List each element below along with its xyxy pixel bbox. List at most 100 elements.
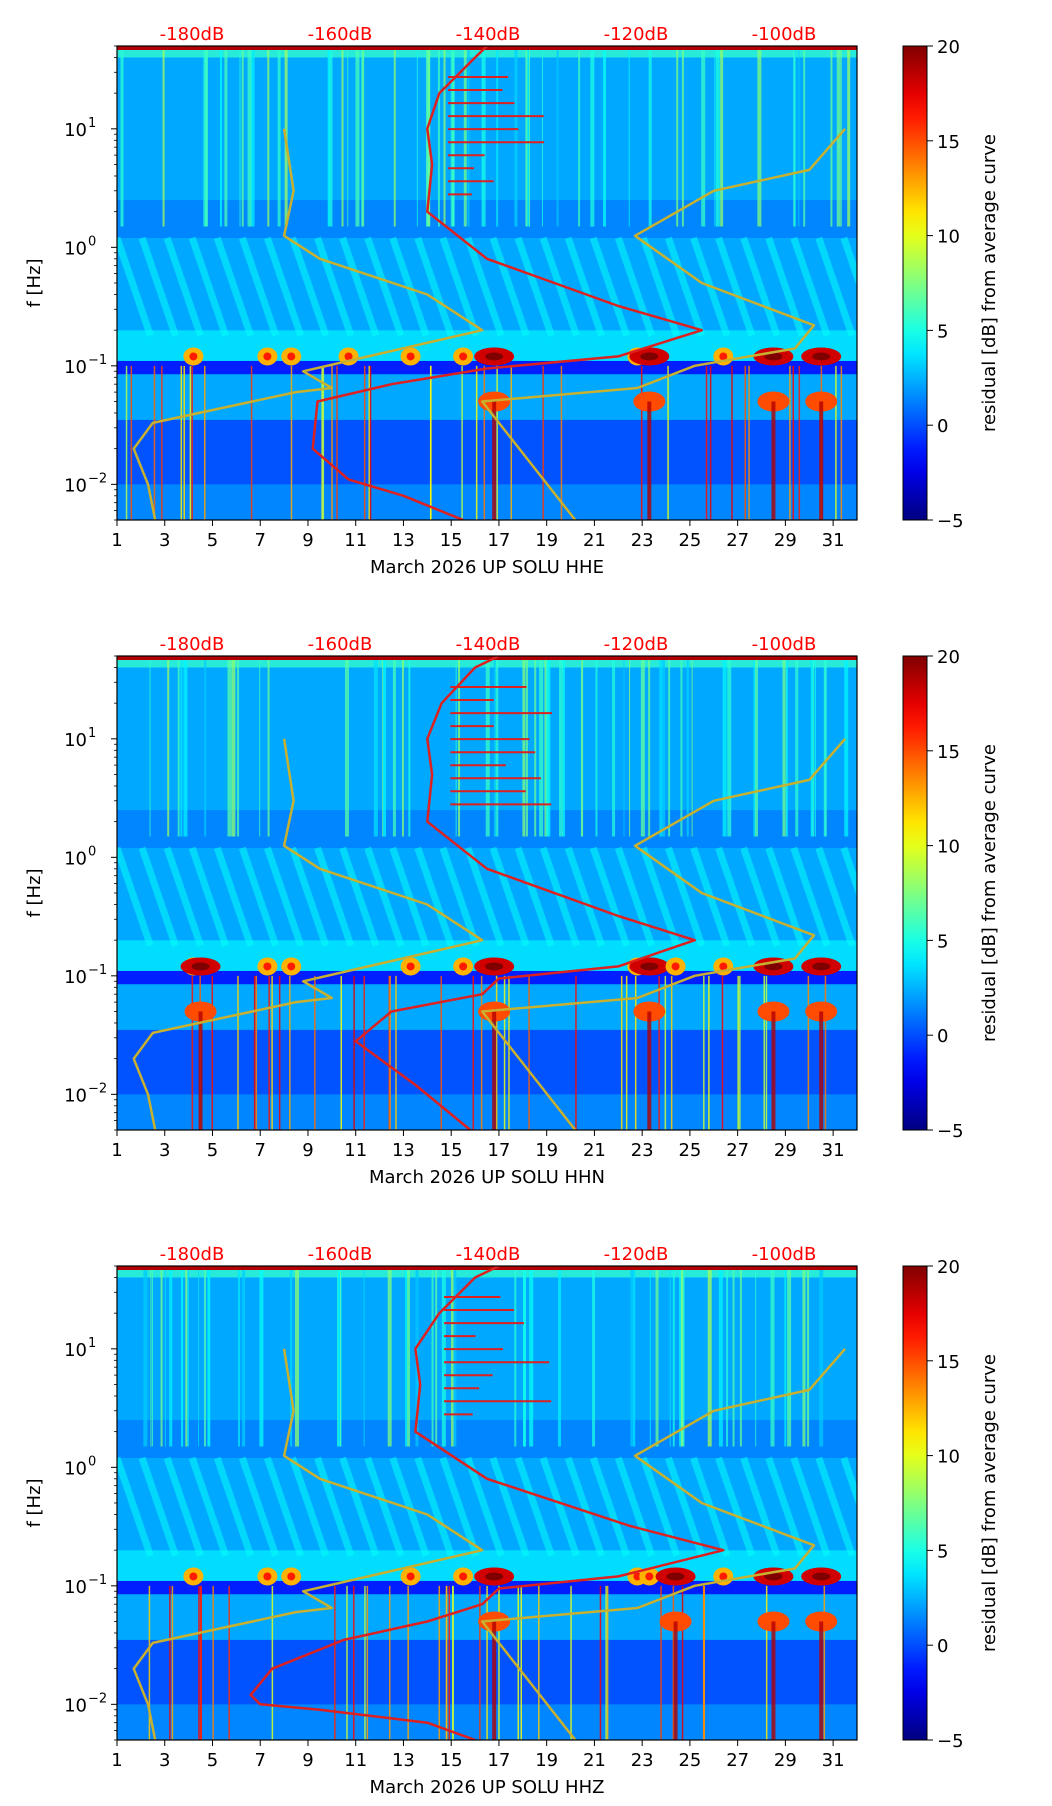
x-axis-label: March 2026 UP SOLU HHZ [370,1777,605,1798]
top-db-label: -140dB [456,634,521,655]
x-tick-label: 19 [535,1140,558,1161]
diagonal-streak [815,236,856,337]
microseism-core [191,962,210,971]
x-tick-label: 13 [392,1140,415,1161]
microseism-core [812,352,831,361]
low-band [117,1094,857,1130]
x-axis-label: March 2026 UP SOLU HHE [370,557,604,578]
diagonal-streak [665,846,706,947]
microseism-core [719,1572,728,1581]
diagonal-streak [239,1456,280,1557]
diagonal-streak [489,846,530,947]
diagonal-streak [640,1456,681,1557]
diagonal-streak [339,1456,380,1557]
colorbar-tick-label: 5 [937,931,948,952]
diagonal-streak [339,846,380,947]
x-tick-label: 23 [631,1140,654,1161]
average-psd-curve [249,1266,725,1740]
noise-model-curve [480,127,847,520]
diagonal-streak [489,1456,530,1557]
microseism-core [263,352,272,361]
spectrogram-image [117,656,857,1130]
strong-transient-bar [492,401,497,520]
colorbar-gradient [902,1265,928,1741]
diagonal-streak [589,1456,630,1557]
x-tick-label: 21 [583,1140,606,1161]
microseism-core [485,352,504,361]
x-tick-label: 23 [631,1750,654,1771]
x-tick-label: 31 [822,1750,845,1771]
average-psd-curve [354,656,696,1130]
diagonal-streak [614,1456,656,1557]
microseism-core [485,962,504,971]
y-axis-label: f [Hz] [24,258,45,307]
x-tick-label: 9 [302,530,313,551]
y-tick-label: 10 [64,1577,87,1598]
y-tick-label: 10 [64,848,87,869]
diagonal-streak [213,236,254,337]
microseism-core [344,352,353,361]
microseism-core [287,962,296,971]
diagonal-streak [840,846,857,898]
spectrogram-image [117,46,857,520]
diagonal-streak [464,1456,505,1557]
diagonal-streak [514,236,555,337]
microseism-core [719,962,728,971]
top-db-label: -100dB [752,634,817,655]
x-tick-label: 13 [392,1750,415,1771]
y-tick-label: 10 [64,238,87,259]
diagonal-streak [640,236,681,337]
diagonal-streak [790,236,831,337]
x-tick-label: 9 [302,1750,313,1771]
strong-transient-bar [771,401,776,520]
x-tick-label: 15 [440,1750,463,1771]
y-tick-label: 10 [64,1458,87,1479]
strong-transient-bar [492,1011,497,1130]
diagonal-streak [389,1456,430,1557]
microseism-core [263,962,272,971]
diagonal-streak [740,1456,781,1557]
strong-transient-bar [819,1621,824,1740]
diagonal-streak [539,846,580,947]
x-tick-label: 5 [207,1140,218,1161]
x-tick-label: 23 [631,530,654,551]
diagonal-streak [138,236,179,337]
x-tick-label: 5 [207,530,218,551]
y-tick-exponent: −2 [88,1081,107,1096]
diagonal-streak [815,846,856,947]
microseism-core [671,962,680,971]
x-tick-label: 19 [535,530,558,551]
colorbar-tick-label: −5 [937,1121,964,1142]
colorbar-tick-label: 20 [937,647,960,668]
diagonal-streak [514,846,555,947]
strong-transient-bar [819,401,824,520]
x-tick-label: 29 [774,530,797,551]
x-tick-label: 7 [254,1140,265,1161]
top-db-label: -100dB [752,24,817,45]
diagonal-streak [614,846,656,947]
x-tick-label: 31 [822,1140,845,1161]
diagonal-streak [414,236,455,337]
colorbar-tick-label: 0 [937,1026,948,1047]
y-tick-exponent: 1 [88,726,96,741]
diagonal-streak [464,236,505,337]
top-db-label: -120dB [604,1244,669,1265]
noise-model-curve [132,128,484,520]
y-tick-label: 10 [64,120,87,141]
microseism-core [189,1572,198,1581]
average-psd-curve [311,46,704,520]
diagonal-streak [564,1456,605,1557]
diagonal-streak [840,1456,857,1508]
microseism-core [459,962,468,971]
diagonal-streak [389,236,430,337]
diagonal-streak [715,846,756,947]
diagonal-streak [264,236,305,337]
diagonal-streak [117,846,154,947]
y-tick-exponent: 0 [88,234,96,249]
colorbar: −5 0 5 10 15 20 residual [dB] from average cur… [902,1257,1000,1752]
colorbar-tick-label: 10 [937,837,960,858]
diagonal-streak [163,1456,204,1557]
strong-transient-bar [819,1011,824,1130]
